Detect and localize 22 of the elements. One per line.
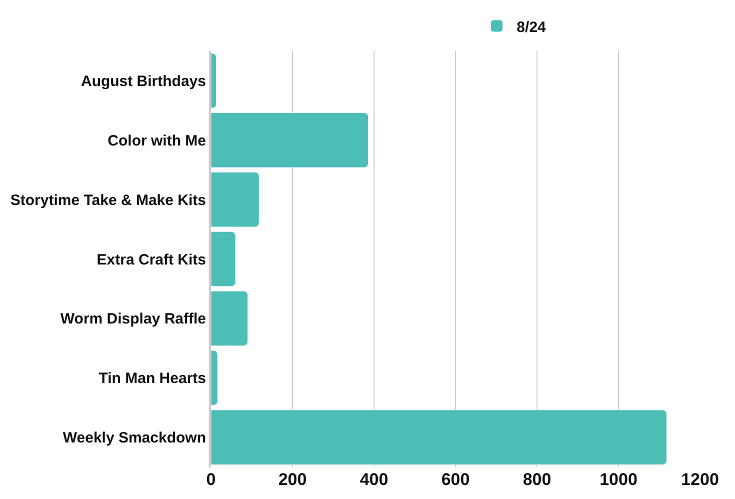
bar [211,53,217,108]
x-tick-label: 1000 [600,470,638,489]
x-tick-label: 200 [278,470,307,489]
x-tick-label: 0 [206,470,216,489]
x-tick-label: 600 [441,470,470,489]
x-tick-label: 1200 [681,470,719,489]
bar [211,410,667,465]
bar [211,290,248,346]
bar [211,112,369,168]
x-tick-label: 800 [522,470,552,489]
bar [211,172,260,228]
y-tick-label: Storytime Take & Make Kits [10,192,206,209]
y-tick-label: Worm Display Raffle [60,310,206,328]
bar [211,350,218,406]
y-tick-label: Extra Craft Kits [96,251,206,268]
y-tick-label: Color with Me [108,132,206,150]
y-tick-label: Weekly Smackdown [62,430,206,447]
x-tick-label: 400 [360,470,388,489]
y-tick-label: Tin Man Hearts [98,370,206,388]
y-tick-label: August Birthdays [80,72,206,90]
bar [211,231,236,287]
legend-label: 8/24 [516,18,547,36]
